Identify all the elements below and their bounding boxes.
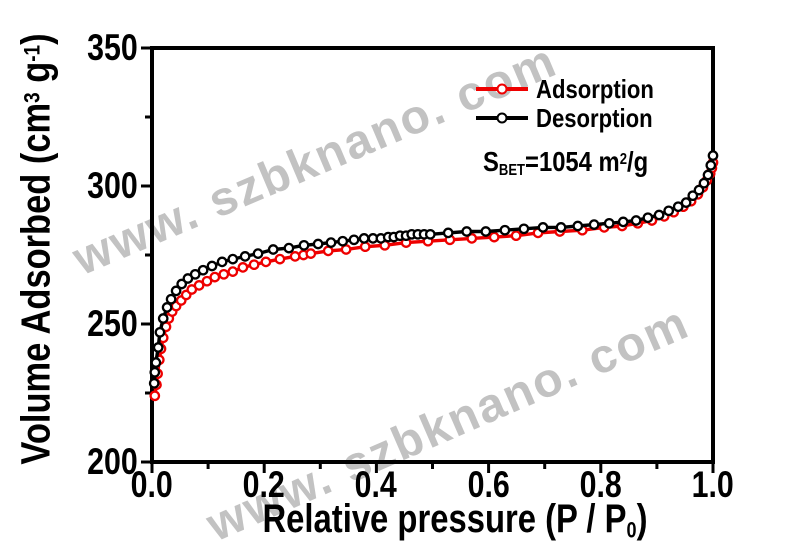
legend-label-desorption: Desorption [536,102,653,133]
y-axis-title: Volume Adsorbed (cm3 g-1) [12,33,59,465]
x-tick-0.2: 0.2 [242,464,286,505]
legend-label-adsorption: Adsorption [536,73,654,104]
x-tick-0.0: 0.0 [130,464,174,505]
x-tick-0.6: 0.6 [467,464,511,505]
y-tick-300: 300 [87,165,138,206]
desorption-series [148,150,719,389]
y-tick-250: 250 [87,303,138,344]
adsorption-series [149,157,719,402]
x-tick-0.4: 0.4 [354,464,398,505]
legend: Adsorption Desorption [476,74,675,132]
legend-item-desorption: Desorption [476,103,675,132]
axis-ticks [141,46,715,473]
sbet-annotation: SBET=1054 m2/g [483,146,649,179]
legend-item-adsorption: Adsorption [476,74,675,103]
desorption-line-marker-icon [476,112,528,123]
x-tick-1.0: 1.0 [691,464,735,505]
x-axis-title: Relative pressure (P / P0) [262,497,648,543]
y-tick-350: 350 [87,27,138,68]
y-tick-200: 200 [87,441,138,482]
adsorption-line-marker-icon [476,83,528,94]
plot-frame [150,46,715,464]
x-tick-0.8: 0.8 [579,464,623,505]
